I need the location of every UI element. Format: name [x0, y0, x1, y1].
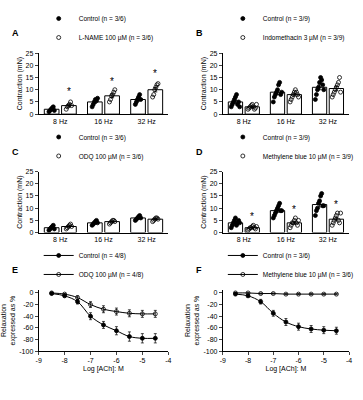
svg-text:0: 0	[29, 229, 33, 236]
svg-text:*: *	[250, 211, 254, 222]
svg-text:10: 10	[210, 86, 218, 93]
svg-text:20: 20	[210, 62, 218, 69]
svg-text:-4: -4	[165, 357, 171, 364]
svg-text:-6: -6	[113, 357, 119, 364]
svg-text:F: F	[196, 265, 202, 275]
svg-text:5: 5	[29, 217, 33, 224]
svg-text:A: A	[12, 28, 19, 38]
svg-text:16 Hz: 16 Hz	[94, 118, 113, 125]
svg-text:20: 20	[25, 180, 33, 187]
svg-text:20: 20	[210, 180, 218, 187]
svg-text:-7: -7	[87, 357, 93, 364]
svg-text:E: E	[12, 265, 18, 275]
svg-text:0: 0	[214, 111, 218, 118]
svg-text:*: *	[153, 68, 157, 79]
svg-text:20: 20	[25, 62, 33, 69]
svg-text:25: 25	[210, 50, 218, 57]
svg-text:Contraction (mN): Contraction (mN)	[16, 57, 24, 110]
svg-text:Control (n = 3/6): Control (n = 3/6)	[79, 15, 126, 23]
svg-text:*: *	[110, 76, 114, 87]
svg-text:0: 0	[29, 111, 33, 118]
svg-text:Log [ACh]: M: Log [ACh]: M	[83, 365, 124, 373]
svg-text:0: 0	[214, 289, 218, 296]
svg-text:16 Hz: 16 Hz	[94, 236, 113, 243]
svg-text:Methylene blue 10 µM (n = 3/9): Methylene blue 10 µM (n = 3/9)	[263, 153, 353, 161]
svg-text:C: C	[12, 147, 19, 157]
svg-text:32 Hz: 32 Hz	[138, 236, 157, 243]
svg-text:*: *	[67, 86, 71, 97]
svg-text:10: 10	[25, 205, 33, 212]
svg-text:-8: -8	[61, 357, 67, 364]
svg-text:0: 0	[29, 289, 33, 296]
svg-text:Contraction (mN): Contraction (mN)	[200, 175, 208, 228]
svg-text:ODQ 100 µM (n = 3/6): ODQ 100 µM (n = 3/6)	[79, 153, 144, 161]
svg-text:Control (n = 3/9): Control (n = 3/9)	[263, 15, 310, 23]
svg-text:-9: -9	[220, 357, 226, 364]
svg-text:Control (n = 3/6): Control (n = 3/6)	[263, 252, 310, 260]
svg-text:8 Hz: 8 Hz	[53, 118, 68, 125]
svg-text:8 Hz: 8 Hz	[237, 236, 252, 243]
svg-text:Contraction (mN): Contraction (mN)	[200, 57, 208, 110]
svg-text:5: 5	[214, 98, 218, 105]
svg-text:32 Hz: 32 Hz	[319, 118, 338, 125]
svg-text:L-NAME 100 µM (n = 3/6): L-NAME 100 µM (n = 3/6)	[79, 34, 153, 42]
svg-text:32 Hz: 32 Hz	[319, 236, 338, 243]
svg-text:-5: -5	[321, 357, 327, 364]
svg-text:-100: -100	[203, 348, 217, 355]
svg-text:-5: -5	[139, 357, 145, 364]
svg-text:-20: -20	[23, 301, 33, 308]
svg-text:32 Hz: 32 Hz	[138, 118, 157, 125]
svg-text:25: 25	[25, 168, 33, 175]
svg-text:-7: -7	[270, 357, 276, 364]
svg-text:Log [ACh]: M: Log [ACh]: M	[265, 365, 306, 373]
svg-text:*: *	[292, 204, 296, 215]
svg-text:16 Hz: 16 Hz	[277, 118, 296, 125]
svg-text:15: 15	[25, 74, 33, 81]
svg-text:-80: -80	[207, 336, 217, 343]
svg-text:10: 10	[25, 86, 33, 93]
svg-text:10: 10	[210, 205, 218, 212]
svg-text:-80: -80	[23, 336, 33, 343]
svg-text:-60: -60	[23, 324, 33, 331]
svg-text:ODQ 100 µM (n = 4/8): ODQ 100 µM (n = 4/8)	[79, 271, 144, 279]
svg-text:8 Hz: 8 Hz	[53, 236, 68, 243]
svg-text:-100: -100	[19, 348, 33, 355]
svg-text:-4: -4	[346, 357, 352, 364]
svg-text:8 Hz: 8 Hz	[237, 118, 252, 125]
svg-text:*: *	[334, 199, 338, 210]
svg-text:25: 25	[210, 168, 218, 175]
svg-text:15: 15	[25, 192, 33, 199]
svg-text:-60: -60	[207, 324, 217, 331]
svg-text:-8: -8	[245, 357, 251, 364]
svg-text:Relaxationexpressed as %: Relaxationexpressed as %	[184, 296, 201, 346]
svg-text:15: 15	[210, 74, 218, 81]
svg-text:B: B	[196, 28, 203, 38]
svg-text:-9: -9	[36, 357, 42, 364]
svg-text:-40: -40	[23, 313, 33, 320]
svg-text:-6: -6	[295, 357, 301, 364]
svg-text:Control (n = 4/8): Control (n = 4/8)	[79, 252, 126, 260]
svg-text:5: 5	[214, 217, 218, 224]
svg-text:D: D	[196, 147, 203, 157]
svg-text:Relaxationexpressed as %: Relaxationexpressed as %	[0, 296, 17, 346]
svg-text:Control (n = 3/6): Control (n = 3/6)	[79, 134, 126, 142]
svg-text:Control (n = 3/9): Control (n = 3/9)	[263, 134, 310, 142]
svg-text:15: 15	[210, 192, 218, 199]
svg-text:Contraction (mN): Contraction (mN)	[16, 175, 24, 228]
svg-text:5: 5	[29, 98, 33, 105]
svg-text:0: 0	[214, 229, 218, 236]
svg-text:16 Hz: 16 Hz	[277, 236, 296, 243]
svg-text:25: 25	[25, 50, 33, 57]
svg-text:Indomethacin 3 µM (n = 3/9): Indomethacin 3 µM (n = 3/9)	[263, 34, 345, 42]
svg-text:-20: -20	[207, 301, 217, 308]
svg-text:-40: -40	[207, 313, 217, 320]
svg-text:Methylene blue 10 µM (n = 3/6): Methylene blue 10 µM (n = 3/6)	[263, 271, 353, 279]
